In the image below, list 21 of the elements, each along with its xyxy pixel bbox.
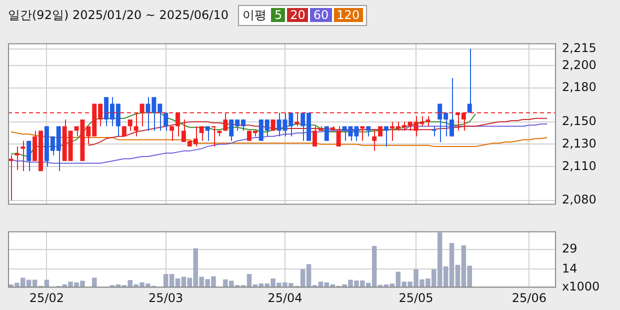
legend-title: 이평 — [242, 6, 266, 24]
text: 5 — [271, 8, 286, 22]
text: 120 — [334, 8, 363, 22]
x-tick-label: 25/04 — [268, 290, 302, 305]
y-tick-label: 2,130 — [562, 136, 596, 150]
y-tick-label: 2,215 — [562, 40, 596, 55]
y-tick-label: 29 — [562, 242, 578, 256]
x-tick-label: 25/05 — [398, 290, 434, 305]
y-tick-label: 2,180 — [562, 80, 596, 94]
x-tick-label: 25/03 — [148, 290, 184, 305]
x-tick-label: 25/02 — [29, 290, 64, 305]
y-tick-label: 2,150 — [562, 114, 596, 128]
text: 20 — [287, 8, 308, 22]
y-tick-label: x1000 — [562, 280, 600, 294]
y-tick-label: 14 — [562, 261, 578, 276]
y-tick-label: 2,110 — [562, 158, 596, 173]
y-tick-label: 2,200 — [562, 58, 596, 72]
y-tick-label: 2,080 — [562, 192, 596, 206]
chart-title: 일간(92일) 2025/01/20 ~ 2025/06/10 — [8, 6, 228, 24]
x-tick-label: 25/06 — [512, 290, 546, 305]
text: 60 — [310, 8, 332, 22]
